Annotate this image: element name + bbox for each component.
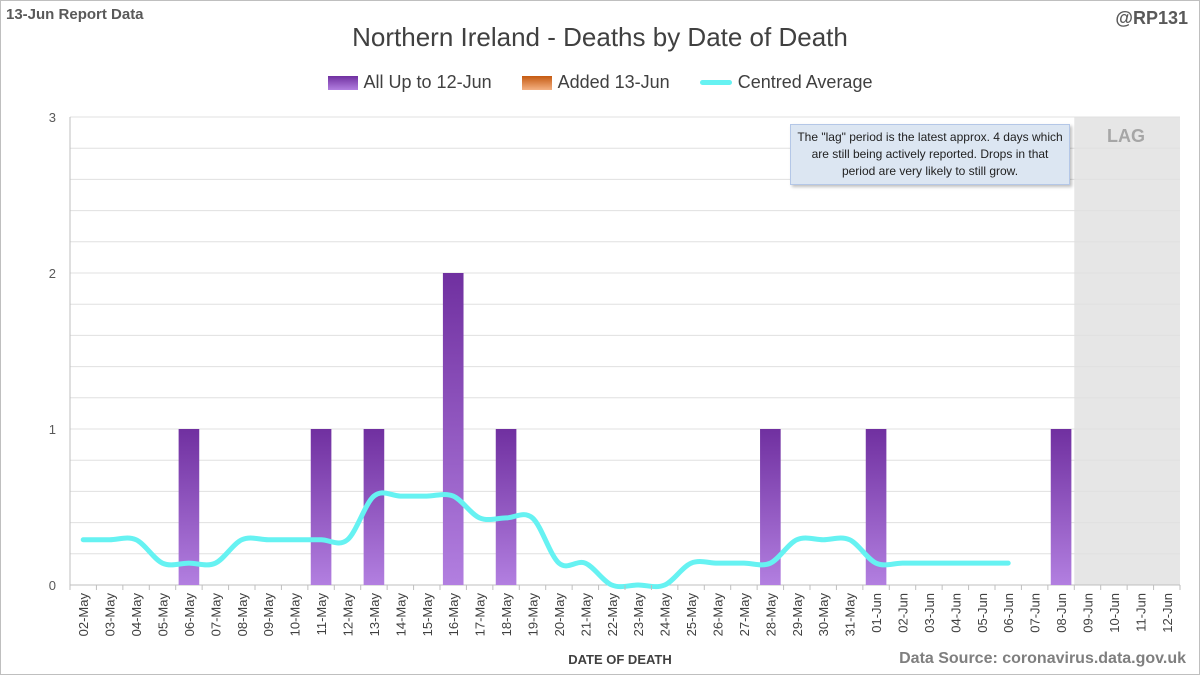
y-tick-label: 2 bbox=[49, 266, 56, 281]
x-tick-label: 24-May bbox=[658, 593, 673, 637]
x-tick-label: 25-May bbox=[684, 593, 699, 637]
lag-region bbox=[1074, 117, 1180, 585]
lag-note: The "lag" period is the latest approx. 4… bbox=[790, 124, 1070, 185]
x-tick-label: 19-May bbox=[526, 593, 541, 637]
x-tick-label: 11-May bbox=[314, 593, 329, 636]
x-tick-label: 12-Jun bbox=[1160, 593, 1175, 633]
x-tick-label: 06-May bbox=[182, 593, 197, 637]
x-tick-label: 15-May bbox=[420, 593, 435, 637]
data-source: Data Source: coronavirus.data.gov.uk bbox=[899, 650, 1186, 667]
lag-label: LAG bbox=[1107, 126, 1145, 146]
chart-title: Northern Ireland - Deaths by Date of Dea… bbox=[352, 22, 848, 52]
x-tick-label: 07-Jun bbox=[1028, 593, 1043, 633]
chart-legend: All Up to 12-Jun Added 13-Jun Centred Av… bbox=[0, 72, 1200, 93]
x-tick-label: 02-May bbox=[76, 593, 91, 637]
bar-all-08-Jun bbox=[1050, 429, 1072, 585]
x-tick-label: 30-May bbox=[816, 593, 831, 637]
x-tick-label: 08-May bbox=[235, 593, 250, 637]
x-tick-label: 28-May bbox=[763, 593, 778, 637]
x-tick-label: 07-May bbox=[208, 593, 223, 637]
x-tick-label: 09-May bbox=[261, 593, 276, 637]
x-tick-label: 05-Jun bbox=[975, 593, 990, 633]
x-tick-label: 09-Jun bbox=[1081, 593, 1096, 633]
x-tick-label: 06-Jun bbox=[1001, 593, 1016, 633]
legend-swatch-average bbox=[699, 80, 732, 85]
legend-item-average: Centred Average bbox=[699, 72, 873, 93]
y-tick-label: 0 bbox=[49, 578, 56, 593]
bar-all-06-May bbox=[178, 429, 200, 585]
legend-item-all: All Up to 12-Jun bbox=[327, 72, 492, 93]
x-tick-label: 20-May bbox=[552, 593, 567, 637]
legend-swatch-added bbox=[521, 75, 552, 90]
legend-label-average: Centred Average bbox=[737, 72, 873, 92]
x-tick-label: 18-May bbox=[499, 593, 514, 637]
author-handle: @RP131 bbox=[1115, 8, 1188, 28]
x-tick-label: 01-Jun bbox=[869, 593, 884, 633]
x-tick-label: 31-May bbox=[843, 593, 858, 637]
x-tick-label: 10-Jun bbox=[1107, 593, 1122, 633]
x-tick-label: 10-May bbox=[288, 593, 303, 637]
x-tick-label: 03-Jun bbox=[922, 593, 937, 633]
bar-all-11-May bbox=[310, 429, 332, 585]
x-tick-label: 27-May bbox=[737, 593, 752, 637]
bar-all-18-May bbox=[495, 429, 517, 585]
x-tick-label: 16-May bbox=[446, 593, 461, 637]
x-tick-label: 29-May bbox=[790, 593, 805, 637]
x-tick-label: 13-May bbox=[367, 593, 382, 637]
x-tick-label: 26-May bbox=[711, 593, 726, 637]
bar-all-13-May bbox=[363, 429, 385, 585]
centred-average-line bbox=[80, 490, 1011, 590]
x-tick-label: 03-May bbox=[103, 593, 118, 637]
report-date-label: 13-Jun Report Data bbox=[6, 6, 144, 23]
legend-swatch-all bbox=[327, 75, 358, 90]
x-tick-label: 04-May bbox=[129, 593, 144, 637]
bar-all-28-May bbox=[760, 429, 781, 585]
bar-all-16-May bbox=[442, 273, 464, 585]
x-tick-label: 22-May bbox=[605, 593, 620, 637]
y-tick-label: 3 bbox=[49, 110, 56, 125]
x-tick-label: 14-May bbox=[393, 593, 408, 637]
x-tick-label: 08-Jun bbox=[1054, 593, 1069, 633]
x-tick-label: 11-Jun bbox=[1133, 593, 1148, 632]
x-tick-label: 02-Jun bbox=[896, 593, 911, 633]
x-tick-label: 21-May bbox=[578, 593, 593, 637]
y-tick-label: 1 bbox=[49, 422, 56, 437]
bar-all-01-Jun bbox=[865, 429, 887, 585]
legend-item-added: Added 13-Jun bbox=[521, 72, 670, 93]
x-tick-label: 04-Jun bbox=[948, 593, 963, 633]
x-tick-label: 12-May bbox=[341, 593, 356, 637]
legend-label-all: All Up to 12-Jun bbox=[363, 72, 492, 92]
legend-label-added: Added 13-Jun bbox=[557, 72, 670, 92]
x-axis-title: DATE OF DEATH bbox=[568, 652, 672, 667]
x-tick-label: 05-May bbox=[156, 593, 171, 637]
x-tick-label: 23-May bbox=[631, 593, 646, 637]
x-tick-label: 17-May bbox=[473, 593, 488, 637]
